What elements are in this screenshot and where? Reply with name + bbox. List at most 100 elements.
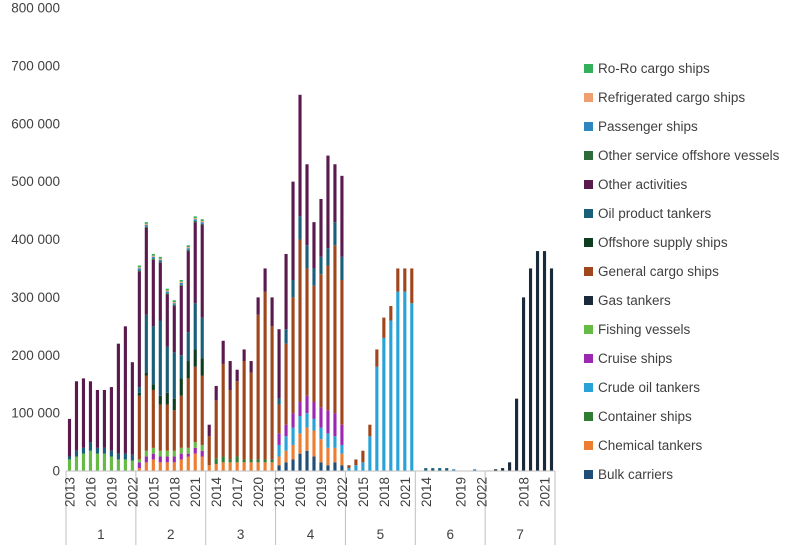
- bar-segment: [179, 281, 183, 283]
- bar-segment: [137, 462, 141, 469]
- bar-segment: [501, 468, 505, 471]
- bar-segment: [137, 267, 141, 269]
- bar-segment: [389, 320, 393, 471]
- bar-segment: [291, 280, 295, 298]
- bar-segment: [193, 222, 197, 304]
- bar-segment: [319, 198, 323, 257]
- bar-segment: [221, 462, 225, 471]
- bar-segment: [186, 361, 190, 379]
- bar-segment: [151, 255, 155, 257]
- bar-segment: [291, 181, 295, 281]
- bar-segment: [333, 245, 337, 414]
- x-tick-label: 2021: [398, 477, 413, 507]
- x-tick-label: 2019: [104, 477, 119, 507]
- bar-segment: [137, 468, 141, 471]
- bar-segment: [165, 290, 169, 292]
- bar-segment: [354, 459, 358, 466]
- legend-label: Other activities: [598, 177, 688, 192]
- legend-swatch: [584, 151, 593, 160]
- bar-segment: [186, 447, 190, 454]
- bar-segment: [144, 314, 148, 373]
- bar-segment: [256, 314, 260, 460]
- bar-segment: [235, 456, 239, 463]
- legend-label: Passenger ships: [598, 119, 698, 134]
- bar-segment: [284, 424, 288, 437]
- bar-segment: [172, 306, 176, 353]
- bar-segment: [340, 280, 344, 425]
- bar-segment: [172, 352, 176, 399]
- legend-label: Chemical tankers: [598, 438, 703, 453]
- bar-segment: [235, 462, 239, 471]
- x-tick-label: 2017: [230, 477, 245, 507]
- x-axis: 2013 2016 2019 2022 1 2015 2018 2021 2 2014 2017 20…: [63, 470, 556, 545]
- bar-segment: [151, 259, 155, 327]
- x-tick-label: 2022: [335, 477, 350, 507]
- bar-segment: [347, 465, 351, 469]
- bar-segment: [172, 456, 176, 463]
- bar-segment: [137, 268, 141, 271]
- x-tick-label: 2022: [125, 477, 140, 507]
- bar-segment: [214, 385, 218, 401]
- bar-segment: [88, 450, 93, 471]
- bar-segment: [319, 427, 323, 440]
- bar-segment: [200, 219, 204, 221]
- group-label: 6: [446, 527, 454, 542]
- bar-segment: [151, 447, 155, 454]
- bar-segment: [172, 303, 176, 305]
- y-tick-label: 0: [52, 464, 60, 479]
- bar-segment: [326, 447, 330, 466]
- bar-segment: [137, 265, 141, 268]
- legend-swatch: [584, 354, 593, 363]
- bar-segment: [81, 378, 86, 448]
- legend-label: Oil product tankers: [598, 206, 712, 221]
- bar-segment: [186, 249, 190, 252]
- group-label: 4: [307, 527, 315, 542]
- bar-segment: [179, 453, 183, 460]
- bar-segment: [340, 256, 344, 281]
- bar-segment: [74, 456, 79, 471]
- bar-segment: [235, 369, 239, 382]
- bar-segment: [193, 447, 197, 454]
- legend-label: Gas tankers: [598, 293, 671, 308]
- bar-segment: [158, 259, 162, 262]
- bar-segment: [305, 268, 309, 396]
- bar-segment: [396, 268, 400, 292]
- bar-segment: [158, 450, 162, 457]
- bar-segment: [312, 456, 316, 471]
- y-tick-label: 400 000: [11, 232, 60, 247]
- x-tick-label: 2014: [209, 477, 224, 508]
- legend-label: Crude oil tankers: [598, 380, 700, 395]
- bar-segment: [305, 427, 309, 451]
- bar-segment: [137, 387, 141, 393]
- bar-segment: [410, 268, 414, 304]
- bar-segment: [179, 284, 183, 286]
- bar-segment: [312, 401, 316, 419]
- bar-segment: [319, 407, 323, 428]
- legend-label: Ro-Ro cargo ships: [598, 61, 710, 76]
- bar-segment: [340, 424, 344, 445]
- bar-segment: [410, 303, 414, 471]
- x-tick-label: 2019: [314, 477, 329, 507]
- bar-segment: [158, 261, 162, 263]
- legend-label: Container ships: [598, 409, 692, 424]
- group-label: 1: [97, 527, 105, 542]
- bar-segment: [151, 326, 155, 385]
- bar-segment: [165, 462, 169, 471]
- bar-segment: [186, 378, 190, 448]
- bar-segment: [144, 456, 148, 463]
- bar-segment: [333, 413, 337, 437]
- bar-segment: [333, 436, 337, 448]
- x-tick-label: 2015: [146, 477, 161, 507]
- bar-segment: [515, 398, 519, 471]
- bar-segment: [221, 363, 225, 457]
- bar-segment: [109, 450, 113, 457]
- bar-segment: [263, 462, 267, 471]
- bar-segment: [270, 462, 274, 471]
- bar-segment: [109, 456, 113, 471]
- group-label: 7: [516, 527, 524, 542]
- bar-segment: [298, 94, 302, 217]
- legend-swatch: [584, 296, 593, 305]
- bar-segment: [67, 456, 72, 460]
- y-tick-label: 800 000: [11, 1, 60, 16]
- bar-segment: [123, 326, 127, 454]
